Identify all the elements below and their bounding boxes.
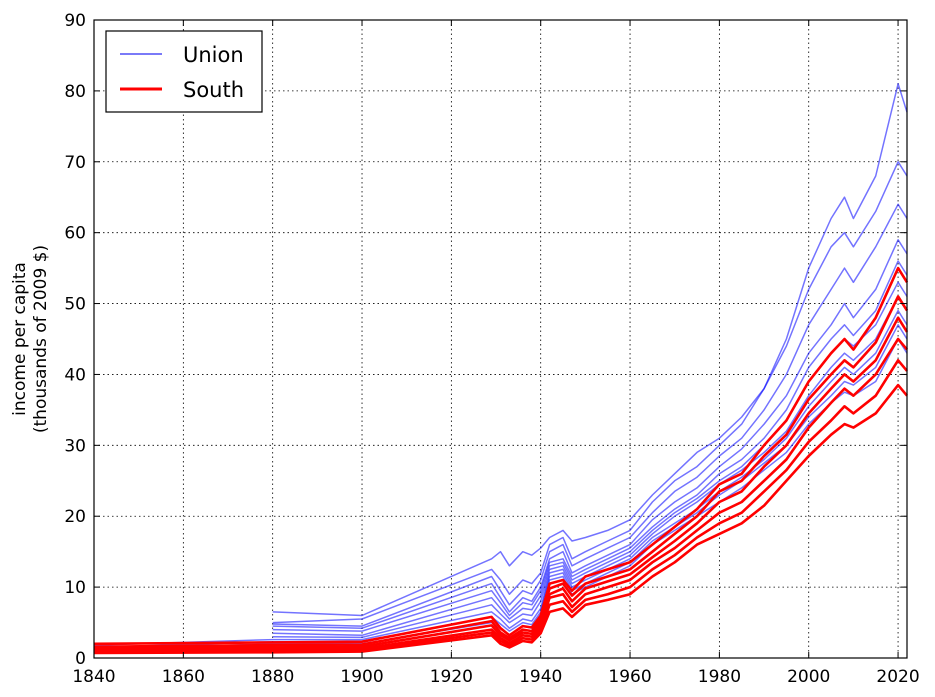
union-series-line-0: [272, 83, 908, 617]
south-series-line-14: [93, 359, 908, 653]
y-tick-label: 30: [64, 436, 86, 456]
x-tick-label: 1880: [251, 667, 294, 687]
union-series-line-1: [272, 161, 908, 624]
south-series-group: [93, 266, 909, 655]
x-tick-label: 1900: [340, 667, 383, 687]
union-series-line-6: [272, 295, 908, 639]
x-tick-label: 1960: [608, 667, 651, 687]
legend: Union South: [105, 30, 263, 113]
plot-frame: [93, 19, 908, 659]
y-tick-label: 50: [64, 295, 86, 315]
y-tick-label: 10: [64, 578, 86, 598]
x-tick-label: 1940: [519, 667, 562, 687]
y-tick-label: 80: [64, 82, 86, 102]
y-tick-label: 0: [75, 649, 86, 669]
legend-label-union: Union: [183, 43, 244, 67]
union-series-line-4: [272, 260, 908, 632]
south-series-line-13: [93, 337, 908, 652]
y-tick-label: 70: [64, 153, 86, 173]
axis-ticks: 1840 1860 1880 1900 1920 1940 1960 1980 2000 2020…: [64, 11, 919, 687]
grid: [94, 20, 907, 658]
legend-box: [105, 30, 263, 113]
south-series-line-11: [93, 295, 909, 648]
x-tick-label: 1980: [698, 667, 741, 687]
x-tick-label: 1860: [162, 667, 205, 687]
south-series-line-12: [93, 316, 909, 651]
x-tick-label: 1920: [430, 667, 473, 687]
x-tick-label: 2000: [787, 667, 830, 687]
x-tick-label: 1840: [72, 667, 115, 687]
union-series-group: [93, 83, 908, 651]
x-tick-label: 2020: [876, 667, 919, 687]
y-tick-label: 90: [64, 11, 86, 31]
y-tick-label: 60: [64, 224, 86, 244]
y-axis-label-line1: income per capita: [10, 262, 30, 416]
y-axis-label: income per capita (thousands of 2009 $): [10, 245, 51, 433]
union-series-line-3: [272, 239, 908, 629]
y-axis-label-line2: (thousands of 2009 $): [31, 245, 51, 433]
south-series-line-10: [93, 266, 909, 646]
y-tick-label: 40: [64, 365, 86, 385]
y-tick-label: 20: [64, 507, 86, 527]
south-series-line-15: [93, 383, 908, 655]
legend-label-south: South: [183, 78, 244, 102]
union-series-line-7: [93, 309, 908, 646]
union-series-line-2: [272, 203, 908, 627]
